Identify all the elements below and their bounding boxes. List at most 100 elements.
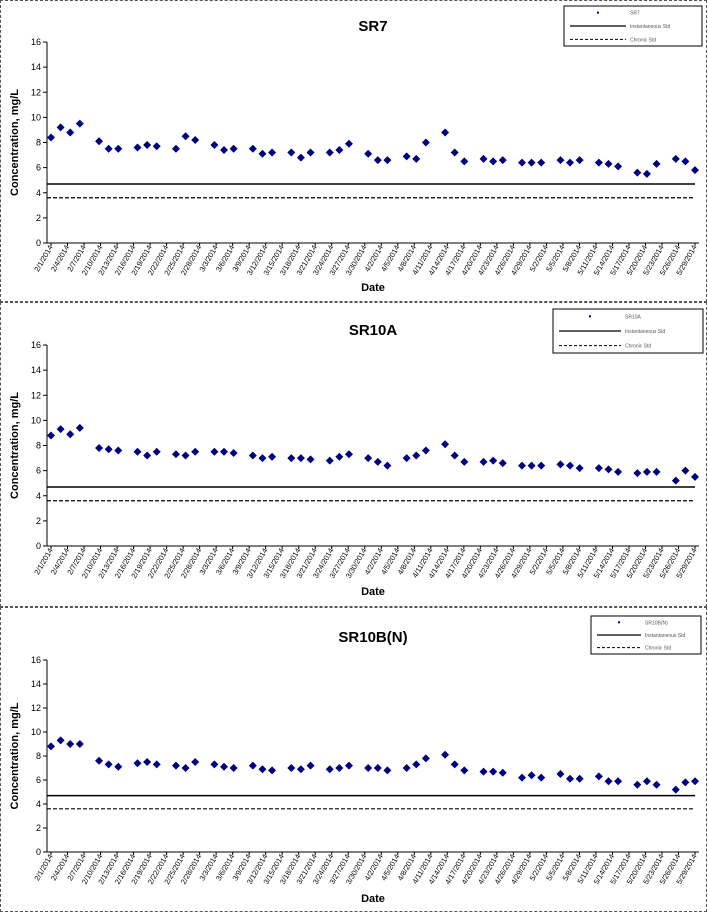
data-point — [489, 456, 498, 465]
legend: SR10B(N) Instantaneous Std Chronic Std — [590, 615, 702, 655]
data-point — [691, 166, 699, 175]
data-point — [604, 159, 613, 168]
data-point — [268, 766, 277, 775]
data-point — [248, 451, 257, 460]
data-point — [344, 761, 353, 770]
data-point — [306, 148, 315, 157]
data-point — [152, 760, 161, 769]
data-point — [642, 777, 651, 786]
y-tick-label: 6 — [36, 163, 41, 173]
chart-panel-sr10a: SR10A 0 2 4 6 8 10 12 14 16 2/1/2014 2/4/2014 2/7/20… — [0, 302, 707, 607]
data-point — [450, 451, 459, 460]
y-tick-label: 0 — [36, 541, 41, 551]
y-tick-label: 12 — [31, 87, 41, 97]
y-tick-label: 8 — [36, 751, 41, 761]
data-point — [537, 461, 546, 470]
data-point — [575, 464, 584, 473]
data-point — [152, 142, 161, 151]
y-tick-label: 12 — [31, 703, 41, 713]
data-point — [258, 765, 267, 774]
data-point — [671, 154, 680, 163]
data-point — [181, 451, 190, 460]
data-point — [681, 157, 690, 166]
data-point — [614, 162, 623, 171]
data-point — [152, 447, 161, 456]
y-tick-label: 10 — [31, 415, 41, 425]
data-point — [681, 466, 690, 475]
data-point — [652, 780, 661, 789]
data-point — [441, 440, 450, 449]
y-tick-label: 16 — [31, 655, 41, 665]
data-point — [114, 144, 123, 153]
data-point — [421, 446, 430, 455]
data-point — [537, 158, 546, 167]
data-point — [575, 156, 584, 165]
data-point — [143, 451, 152, 460]
y-tick-label: 12 — [31, 390, 41, 400]
data-point — [344, 139, 353, 148]
data-point — [556, 770, 565, 778]
data-point — [229, 144, 238, 153]
data-point — [229, 764, 238, 772]
data-point — [114, 762, 123, 771]
data-point — [66, 430, 75, 439]
data-point — [450, 760, 459, 769]
data-point — [594, 772, 603, 781]
data-point — [594, 158, 603, 167]
data-point — [402, 152, 411, 161]
data-point — [104, 445, 113, 454]
data-point — [171, 450, 180, 459]
x-axis-label: Date — [361, 586, 385, 598]
data-point — [47, 431, 55, 440]
data-point — [566, 774, 575, 783]
data-point — [671, 476, 680, 485]
data-point — [210, 447, 219, 456]
data-point — [258, 454, 267, 463]
data-point — [479, 457, 488, 466]
chart-title: SR10A — [349, 322, 398, 339]
data-point — [681, 778, 690, 787]
data-point — [335, 452, 344, 461]
data-point — [671, 785, 680, 794]
legend-marker-swatch — [589, 315, 591, 318]
data-point — [421, 754, 430, 763]
data-point — [95, 756, 104, 765]
data-point — [104, 144, 113, 153]
data-point — [498, 459, 507, 468]
data-point — [325, 456, 334, 465]
legend-label: Chronic Std — [645, 646, 671, 652]
data-point — [220, 146, 229, 155]
y-tick-label: 4 — [36, 491, 41, 501]
data-point — [489, 767, 498, 776]
x-axis-label: Date — [361, 282, 385, 294]
chart-sr7: SR702468101214162/1/20142/4/20142/7/2014… — [9, 5, 703, 294]
data-point — [556, 156, 565, 165]
data-point — [364, 764, 373, 772]
y-tick-label: 2 — [36, 516, 41, 526]
data-point — [489, 157, 498, 166]
legend-label: SR7 — [630, 11, 640, 17]
data-point — [306, 761, 315, 770]
data-point — [373, 764, 382, 772]
data-point — [171, 144, 180, 153]
legend-label: SR10A — [625, 314, 642, 320]
data-point — [66, 128, 75, 137]
data-point — [191, 758, 200, 766]
data-point — [402, 454, 411, 463]
data-point — [652, 467, 661, 476]
data-point — [133, 143, 142, 152]
y-tick-label: 2 — [36, 823, 41, 833]
data-point — [181, 132, 190, 141]
data-point — [460, 766, 469, 775]
y-tick-label: 6 — [36, 466, 41, 476]
y-axis-label: Concentration, mg/L — [9, 89, 21, 196]
data-point — [421, 138, 430, 147]
chart-sr10bn: SR10B(N)02468101214162/1/20142/4/20142/7… — [9, 615, 702, 905]
y-tick-label: 0 — [36, 238, 41, 248]
data-point — [652, 159, 661, 168]
data-point — [335, 764, 344, 772]
data-point — [614, 467, 623, 476]
data-point — [56, 425, 65, 434]
data-point — [642, 169, 651, 178]
data-point — [498, 768, 507, 777]
